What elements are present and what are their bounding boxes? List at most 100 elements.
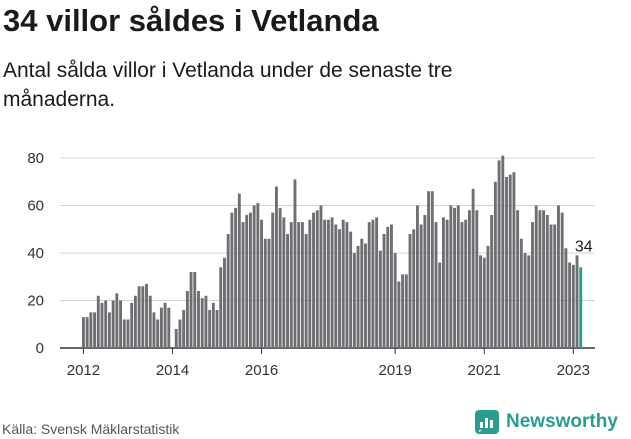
bar <box>371 219 375 348</box>
bar <box>278 207 282 349</box>
bar <box>115 293 119 349</box>
bar <box>490 215 494 348</box>
bar <box>475 210 479 348</box>
bar <box>237 193 241 349</box>
bar <box>274 186 278 348</box>
bar <box>545 215 549 348</box>
bar <box>352 253 356 348</box>
bar <box>323 219 327 348</box>
bar <box>300 222 304 349</box>
bar <box>479 255 482 349</box>
bar <box>249 212 252 349</box>
bar <box>460 222 464 349</box>
bar <box>189 272 193 348</box>
bar <box>197 291 200 348</box>
bar <box>315 210 319 348</box>
bar <box>378 250 382 348</box>
bar <box>159 307 163 349</box>
bar <box>293 179 297 349</box>
y-tick-label: 60 <box>27 198 44 215</box>
bar <box>416 205 419 348</box>
bar <box>245 215 249 348</box>
bar <box>252 205 256 348</box>
bar <box>408 234 412 348</box>
bar <box>571 264 575 349</box>
bar <box>512 172 516 348</box>
bar <box>96 295 100 348</box>
bar <box>126 319 130 348</box>
bar <box>430 191 434 348</box>
bar <box>122 319 126 348</box>
bar <box>493 181 497 348</box>
brand-logo[interactable]: Newsworthy <box>475 410 618 434</box>
bar <box>549 224 553 348</box>
bar <box>360 238 364 348</box>
bar <box>486 245 490 349</box>
bar <box>557 205 560 348</box>
bar <box>505 177 508 348</box>
bar <box>401 274 405 349</box>
x-tick-label: 2023 <box>557 362 590 379</box>
bar <box>204 295 208 348</box>
bar <box>456 205 460 348</box>
bar <box>519 238 523 348</box>
bar <box>156 319 160 348</box>
bar <box>534 205 538 348</box>
bar <box>334 224 338 348</box>
bar <box>471 188 475 349</box>
bar <box>345 222 349 349</box>
bar <box>438 262 442 348</box>
bar <box>193 272 197 348</box>
y-tick-label: 0 <box>36 340 44 357</box>
bar <box>260 219 264 348</box>
bar <box>167 307 171 349</box>
bar <box>464 219 468 348</box>
bar <box>241 222 245 349</box>
bar <box>393 253 397 348</box>
bar <box>564 248 568 348</box>
bar <box>467 210 471 348</box>
bar <box>531 222 534 349</box>
bar <box>482 257 486 348</box>
bar <box>223 257 226 348</box>
bar <box>412 229 416 348</box>
bar <box>349 231 353 348</box>
bar <box>319 205 323 348</box>
y-tick-label: 20 <box>27 293 44 310</box>
bar <box>382 234 386 348</box>
bar <box>445 219 449 348</box>
bar <box>234 207 238 349</box>
bar <box>174 329 178 348</box>
highlight-value-label: 34 <box>575 238 593 255</box>
bar <box>133 295 137 348</box>
bar <box>208 310 212 348</box>
bar <box>441 217 445 349</box>
bar <box>326 219 330 348</box>
bar <box>148 295 152 348</box>
bar <box>356 245 360 349</box>
bar <box>423 215 427 348</box>
bar <box>330 217 334 349</box>
source-label: Källa: Svensk Mäklarstatistik <box>2 421 180 437</box>
bar <box>375 217 379 349</box>
bar <box>338 229 341 348</box>
bar <box>211 302 215 349</box>
bar <box>182 310 186 348</box>
bar <box>289 222 293 349</box>
bar-highlight <box>579 267 583 348</box>
bar <box>497 160 501 349</box>
bar <box>152 312 156 349</box>
bar <box>568 262 572 348</box>
bar <box>516 210 520 348</box>
bar <box>542 210 546 348</box>
bar <box>390 224 393 348</box>
bar <box>538 210 542 348</box>
bar <box>449 205 453 348</box>
y-tick-label: 40 <box>27 245 44 262</box>
bar <box>560 212 564 349</box>
bar <box>85 317 89 349</box>
bar <box>82 317 85 349</box>
bar <box>364 243 367 348</box>
bar <box>419 224 423 348</box>
bar <box>89 312 93 349</box>
